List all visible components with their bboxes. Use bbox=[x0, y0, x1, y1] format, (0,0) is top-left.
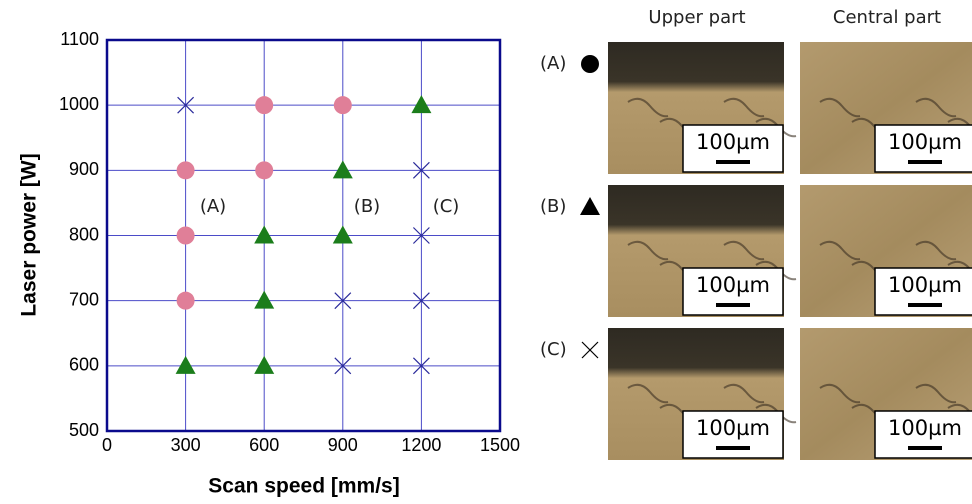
annotation: (B) bbox=[354, 196, 380, 217]
marker bbox=[334, 96, 352, 114]
x-tick-label: 900 bbox=[328, 435, 358, 455]
y-tick-label: 1000 bbox=[59, 94, 99, 114]
y-tick-label: 600 bbox=[69, 355, 99, 375]
x-axis-label: Scan speed [mm/s] bbox=[208, 475, 399, 498]
y-axis-label: Laser power [W] bbox=[18, 153, 41, 316]
scale-bar bbox=[716, 160, 750, 164]
scale-label: 100µm bbox=[696, 130, 770, 154]
marker bbox=[333, 160, 353, 178]
y-tick-label: 1100 bbox=[60, 29, 99, 49]
scale-bar bbox=[716, 303, 750, 307]
row-label: (C) bbox=[540, 339, 567, 360]
marker bbox=[176, 356, 196, 374]
row-label: (A) bbox=[540, 53, 566, 74]
marker bbox=[333, 226, 353, 244]
marker bbox=[580, 197, 600, 215]
scale-label: 100µm bbox=[888, 273, 962, 297]
x-tick-label: 0 bbox=[102, 435, 112, 455]
marker bbox=[254, 226, 274, 244]
marker bbox=[254, 291, 274, 309]
marker bbox=[177, 292, 195, 310]
column-header: Upper part bbox=[648, 7, 745, 28]
scale-bar bbox=[716, 446, 750, 450]
scale-label: 100µm bbox=[888, 416, 962, 440]
marker bbox=[255, 161, 273, 179]
marker bbox=[411, 95, 431, 113]
row-label: (B) bbox=[540, 196, 566, 217]
scale-bar bbox=[908, 160, 942, 164]
marker bbox=[254, 356, 274, 374]
marker bbox=[177, 161, 195, 179]
scale-label: 100µm bbox=[696, 273, 770, 297]
figure: Scan speed [mm/s] Laser power [W] Upper … bbox=[0, 0, 972, 504]
x-tick-label: 1200 bbox=[401, 435, 441, 455]
x-tick-label: 1500 bbox=[480, 435, 520, 455]
y-tick-label: 900 bbox=[69, 159, 99, 179]
scale-label: 100µm bbox=[888, 130, 962, 154]
marker bbox=[582, 342, 598, 358]
scale-bar bbox=[908, 303, 942, 307]
x-tick-label: 300 bbox=[171, 435, 201, 455]
marker bbox=[581, 55, 599, 73]
scale-bar bbox=[908, 446, 942, 450]
marker bbox=[177, 227, 195, 245]
y-tick-label: 500 bbox=[69, 420, 99, 440]
y-tick-label: 800 bbox=[69, 224, 99, 244]
column-header: Central part bbox=[833, 7, 941, 28]
x-tick-label: 600 bbox=[249, 435, 279, 455]
scale-label: 100µm bbox=[696, 416, 770, 440]
y-tick-label: 700 bbox=[69, 289, 99, 309]
annotation: (A) bbox=[200, 196, 226, 217]
marker bbox=[255, 96, 273, 114]
annotation: (C) bbox=[433, 196, 460, 217]
